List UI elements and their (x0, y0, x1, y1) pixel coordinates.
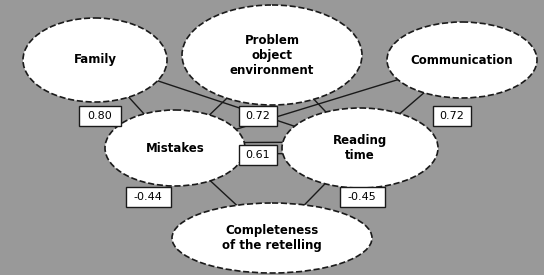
Ellipse shape (182, 5, 362, 105)
Text: Reading
time: Reading time (333, 134, 387, 162)
FancyBboxPatch shape (239, 145, 277, 165)
Ellipse shape (387, 22, 537, 98)
Text: Family: Family (73, 54, 116, 67)
Text: Mistakes: Mistakes (146, 142, 205, 155)
Text: Completeness
of the retelling: Completeness of the retelling (222, 224, 322, 252)
Text: 0.61: 0.61 (246, 150, 270, 160)
Text: -0.44: -0.44 (134, 192, 163, 202)
Text: Problem
object
environment: Problem object environment (230, 34, 314, 76)
Text: 0.80: 0.80 (88, 111, 113, 121)
Ellipse shape (172, 203, 372, 273)
Ellipse shape (23, 18, 167, 102)
FancyBboxPatch shape (433, 106, 471, 126)
Text: Communication: Communication (411, 54, 514, 67)
Text: -0.45: -0.45 (348, 192, 376, 202)
Text: 0.72: 0.72 (245, 111, 270, 121)
Text: 0.72: 0.72 (440, 111, 465, 121)
FancyBboxPatch shape (126, 187, 170, 207)
Ellipse shape (105, 110, 245, 186)
FancyBboxPatch shape (79, 106, 121, 126)
Ellipse shape (282, 108, 438, 188)
FancyBboxPatch shape (239, 106, 277, 126)
FancyBboxPatch shape (339, 187, 385, 207)
